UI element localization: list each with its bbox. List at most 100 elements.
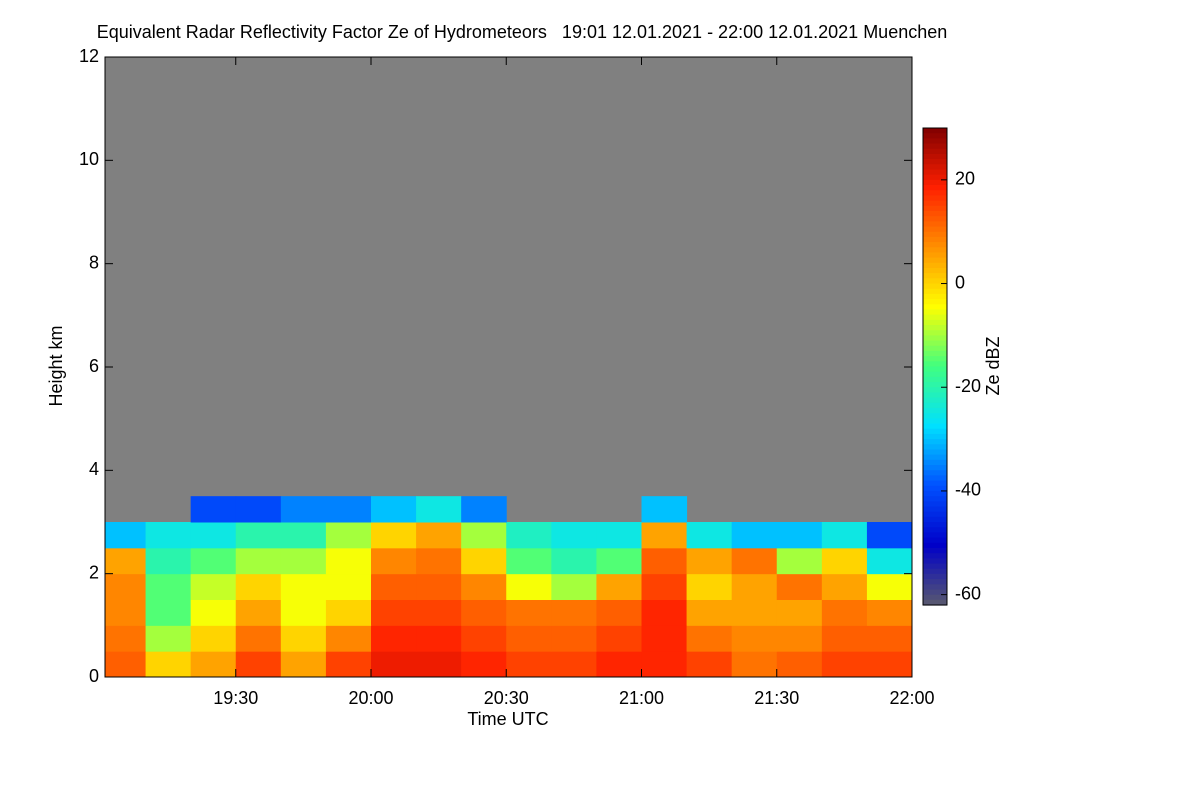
heatmap-cell bbox=[551, 625, 597, 652]
heatmap-cell bbox=[686, 625, 733, 652]
heatmap-cell bbox=[190, 573, 237, 600]
colorbar-tick-label: -60 bbox=[955, 583, 981, 603]
colorbar-swatch bbox=[923, 490, 947, 497]
heatmap-cell bbox=[461, 625, 507, 652]
y-tick-label: 4 bbox=[89, 459, 99, 479]
colorbar-swatch bbox=[923, 356, 947, 362]
heatmap-cell bbox=[866, 573, 913, 600]
x-tick-label: 22:00 bbox=[889, 688, 934, 708]
heatmap-cell bbox=[145, 547, 192, 575]
heatmap-cell bbox=[145, 522, 192, 549]
colorbar-swatch bbox=[923, 485, 947, 492]
heatmap-cell bbox=[461, 651, 507, 678]
heatmap-cell bbox=[641, 625, 688, 652]
colorbar-swatch bbox=[923, 128, 947, 134]
heatmap-cell bbox=[596, 573, 642, 600]
heatmap-cell bbox=[731, 522, 778, 549]
colorbar-swatch bbox=[923, 231, 947, 238]
heatmap-cell bbox=[866, 547, 913, 575]
heatmap-cell bbox=[686, 651, 733, 678]
heatmap-cell bbox=[280, 496, 327, 523]
colorbar-swatch bbox=[923, 169, 947, 176]
colorbar-swatch bbox=[923, 433, 947, 440]
heatmap-cell bbox=[416, 522, 462, 549]
colorbar-swatch bbox=[923, 257, 947, 264]
colorbar-swatch bbox=[923, 470, 947, 476]
heatmap-cell bbox=[866, 522, 913, 549]
heatmap-cell bbox=[506, 522, 552, 549]
heatmap-cell bbox=[551, 522, 597, 549]
colorbar-swatch bbox=[923, 449, 947, 456]
colorbar-swatch bbox=[923, 340, 947, 347]
colorbar-swatch bbox=[923, 350, 947, 357]
heatmap-cell bbox=[821, 522, 868, 549]
colorbar-swatch bbox=[923, 527, 947, 534]
colorbar-swatch bbox=[923, 164, 947, 171]
heatmap-cell bbox=[370, 496, 417, 523]
colorbar-swatch bbox=[923, 309, 947, 316]
heatmap-cell bbox=[641, 547, 688, 575]
colorbar-swatch bbox=[923, 496, 947, 502]
colorbar-swatch bbox=[923, 262, 947, 269]
colorbar-swatch bbox=[923, 599, 947, 606]
colorbar-swatch bbox=[923, 542, 947, 549]
colorbar-swatch bbox=[923, 511, 947, 518]
heatmap-cell bbox=[145, 625, 192, 652]
x-tick-label: 19:30 bbox=[213, 688, 258, 708]
y-tick-label: 0 bbox=[89, 666, 99, 686]
heatmap-cell bbox=[105, 522, 147, 549]
heatmap-cell bbox=[776, 625, 823, 652]
colorbar-swatch bbox=[923, 516, 947, 523]
heatmap-cell bbox=[506, 651, 552, 678]
x-tick-label: 20:00 bbox=[348, 688, 393, 708]
heatmap-cell bbox=[776, 573, 823, 600]
colorbar-swatch bbox=[923, 382, 947, 388]
heatmap-cell bbox=[461, 573, 507, 600]
colorbar-swatch bbox=[923, 553, 947, 559]
colorbar-swatch bbox=[923, 537, 947, 544]
heatmap-cell bbox=[641, 573, 688, 600]
colorbar-swatch bbox=[923, 247, 947, 254]
heatmap-cell bbox=[641, 651, 688, 678]
heatmap-cell bbox=[416, 599, 462, 626]
heatmap-cell bbox=[190, 496, 237, 523]
colorbar-label: Ze dBZ bbox=[983, 336, 1003, 395]
heatmap-cell bbox=[821, 625, 868, 652]
colorbar-swatch bbox=[923, 568, 947, 575]
colorbar-swatch bbox=[923, 584, 947, 591]
heatmap-cell bbox=[235, 651, 282, 678]
colorbar-swatch bbox=[923, 200, 947, 207]
heatmap-cell bbox=[731, 651, 778, 678]
heatmap-cell bbox=[235, 599, 282, 626]
heatmap-cell bbox=[776, 547, 823, 575]
heatmap-cell bbox=[686, 522, 733, 549]
heatmap-cell bbox=[596, 625, 642, 652]
colorbar-swatch bbox=[923, 210, 947, 217]
colorbar-swatch bbox=[923, 293, 947, 300]
y-tick-label: 10 bbox=[79, 149, 99, 169]
heatmap-cell bbox=[280, 573, 327, 600]
heatmap-cell bbox=[280, 599, 327, 626]
colorbar-swatch bbox=[923, 299, 947, 305]
colorbar-swatch bbox=[923, 345, 947, 352]
colorbar-swatch bbox=[923, 267, 947, 274]
colorbar-swatch bbox=[923, 138, 947, 145]
heatmap-cell bbox=[325, 625, 372, 652]
colorbar-swatch bbox=[923, 361, 947, 368]
colorbar-swatch bbox=[923, 288, 947, 295]
colorbar-swatch bbox=[923, 143, 947, 150]
heatmap-cell bbox=[821, 599, 868, 626]
heatmap-cell bbox=[370, 599, 417, 626]
heatmap-cell bbox=[551, 599, 597, 626]
heatmap-cell bbox=[105, 599, 147, 626]
colorbar-swatch bbox=[923, 236, 947, 243]
heatmap-cell bbox=[731, 599, 778, 626]
heatmap-cell bbox=[105, 651, 147, 678]
heatmap-cell bbox=[235, 573, 282, 600]
colorbar-swatch bbox=[923, 252, 947, 259]
colorbar-swatch bbox=[923, 376, 947, 383]
heatmap-cell bbox=[416, 496, 462, 523]
x-tick-label: 20:30 bbox=[484, 688, 529, 708]
heatmap-cell bbox=[325, 651, 372, 678]
